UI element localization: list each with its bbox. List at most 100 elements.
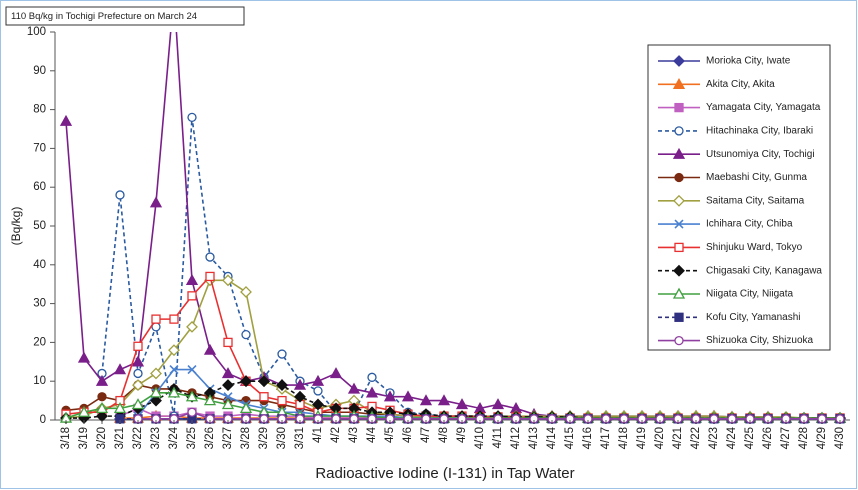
x-tick-label: 3/20 xyxy=(96,427,108,449)
marker xyxy=(131,398,145,410)
legend-label: Saitama City, Saitama xyxy=(706,195,805,206)
x-tick-label: 3/23 xyxy=(150,427,162,449)
marker xyxy=(241,329,251,340)
marker xyxy=(437,394,451,406)
legend-label: Shinjuku Ward, Tokyo xyxy=(706,242,803,253)
marker xyxy=(223,392,233,402)
y-tick-label: 80 xyxy=(33,104,46,116)
legend-label: Morioka City, Iwate xyxy=(706,56,791,67)
marker xyxy=(673,264,685,277)
legend-label: Utsunomiya City, Tochigi xyxy=(706,149,815,160)
marker xyxy=(222,379,234,391)
marker xyxy=(277,395,287,406)
x-tick-label: 3/18 xyxy=(60,427,72,449)
x-tick-label: 4/5 xyxy=(384,427,396,443)
marker xyxy=(115,190,125,200)
marker xyxy=(674,172,684,183)
x-tick-label: 4/9 xyxy=(456,427,468,443)
marker xyxy=(95,374,109,386)
marker xyxy=(187,407,197,417)
x-tick-label: 3/26 xyxy=(204,427,216,449)
marker xyxy=(167,386,181,398)
y-axis-label: (Bq/kg) xyxy=(9,207,23,246)
marker xyxy=(203,394,217,406)
marker xyxy=(149,386,163,398)
marker xyxy=(277,349,287,359)
x-tick-label: 3/24 xyxy=(168,426,180,449)
marker xyxy=(383,390,397,402)
marker xyxy=(672,147,686,159)
marker xyxy=(205,252,215,262)
marker xyxy=(187,364,197,375)
marker xyxy=(205,271,215,282)
marker xyxy=(313,386,323,396)
x-tick-label: 4/27 xyxy=(780,427,792,449)
legend-label: Hitachinaka City, Ibaraki xyxy=(706,126,813,137)
marker xyxy=(365,386,379,398)
x-tick-label: 4/2 xyxy=(330,427,342,443)
marker xyxy=(223,337,233,348)
marker xyxy=(673,55,685,67)
marker xyxy=(674,102,684,113)
marker xyxy=(149,196,163,208)
marker xyxy=(674,219,684,229)
marker xyxy=(132,379,144,391)
annotation-box xyxy=(5,6,245,26)
x-tick-label: 4/10 xyxy=(474,427,486,449)
marker xyxy=(240,286,252,298)
y-tick-label: 40 xyxy=(33,259,46,271)
legend-label: Maebashi City, Gunma xyxy=(706,172,807,183)
x-tick-label: 4/13 xyxy=(528,427,540,449)
marker xyxy=(293,378,307,390)
marker xyxy=(185,390,199,402)
x-tick-label: 4/23 xyxy=(708,427,720,449)
legend-label: Chigasaki City, Kanagawa xyxy=(706,265,822,276)
marker xyxy=(169,364,179,375)
x-tick-label: 4/16 xyxy=(582,427,594,449)
marker xyxy=(674,126,684,136)
x-tick-label: 3/28 xyxy=(240,427,252,449)
x-tick-label: 3/22 xyxy=(132,427,144,449)
x-tick-label: 3/21 xyxy=(114,427,126,449)
marker xyxy=(674,242,684,253)
x-tick-label: 4/30 xyxy=(834,427,846,449)
marker xyxy=(151,314,161,324)
legend-label: Shizuoka City, Shizuoka xyxy=(706,335,814,346)
marker xyxy=(401,390,415,402)
marker xyxy=(294,390,306,403)
annotation: 110 Bq/kg in Tochigi Prefecture on March… xyxy=(11,11,197,22)
series-line xyxy=(138,411,840,420)
marker xyxy=(113,402,127,414)
x-tick-label: 3/19 xyxy=(78,427,90,449)
legend-label: Niigata City, Niigata xyxy=(706,289,794,300)
marker xyxy=(455,398,469,410)
x-tick-label: 4/18 xyxy=(618,427,630,449)
x-axis-label: Radioactive Iodine (I-131) in Tap Water xyxy=(315,465,574,482)
marker xyxy=(491,398,505,410)
y-tick-label: 50 xyxy=(33,220,46,232)
marker xyxy=(222,274,234,287)
marker xyxy=(97,392,107,402)
x-tick-label: 3/27 xyxy=(222,427,234,449)
legend-label: Ichihara City, Chiba xyxy=(706,219,793,230)
marker xyxy=(168,344,180,357)
marker xyxy=(131,355,145,367)
x-tick-label: 4/19 xyxy=(636,427,648,449)
x-tick-label: 4/15 xyxy=(564,427,576,449)
marker xyxy=(169,314,179,324)
x-tick-label: 4/20 xyxy=(654,427,666,449)
marker xyxy=(276,379,288,391)
x-tick-label: 4/7 xyxy=(420,427,432,443)
x-tick-label: 4/22 xyxy=(690,427,702,449)
x-tick-label: 4/3 xyxy=(348,427,360,443)
x-tick-label: 3/25 xyxy=(186,427,198,449)
marker xyxy=(133,341,143,351)
marker xyxy=(367,372,377,382)
marker xyxy=(95,402,109,414)
marker xyxy=(186,320,198,333)
x-tick-label: 3/30 xyxy=(276,427,288,449)
x-tick-label: 3/29 xyxy=(258,427,270,449)
x-tick-label: 4/12 xyxy=(510,427,522,449)
